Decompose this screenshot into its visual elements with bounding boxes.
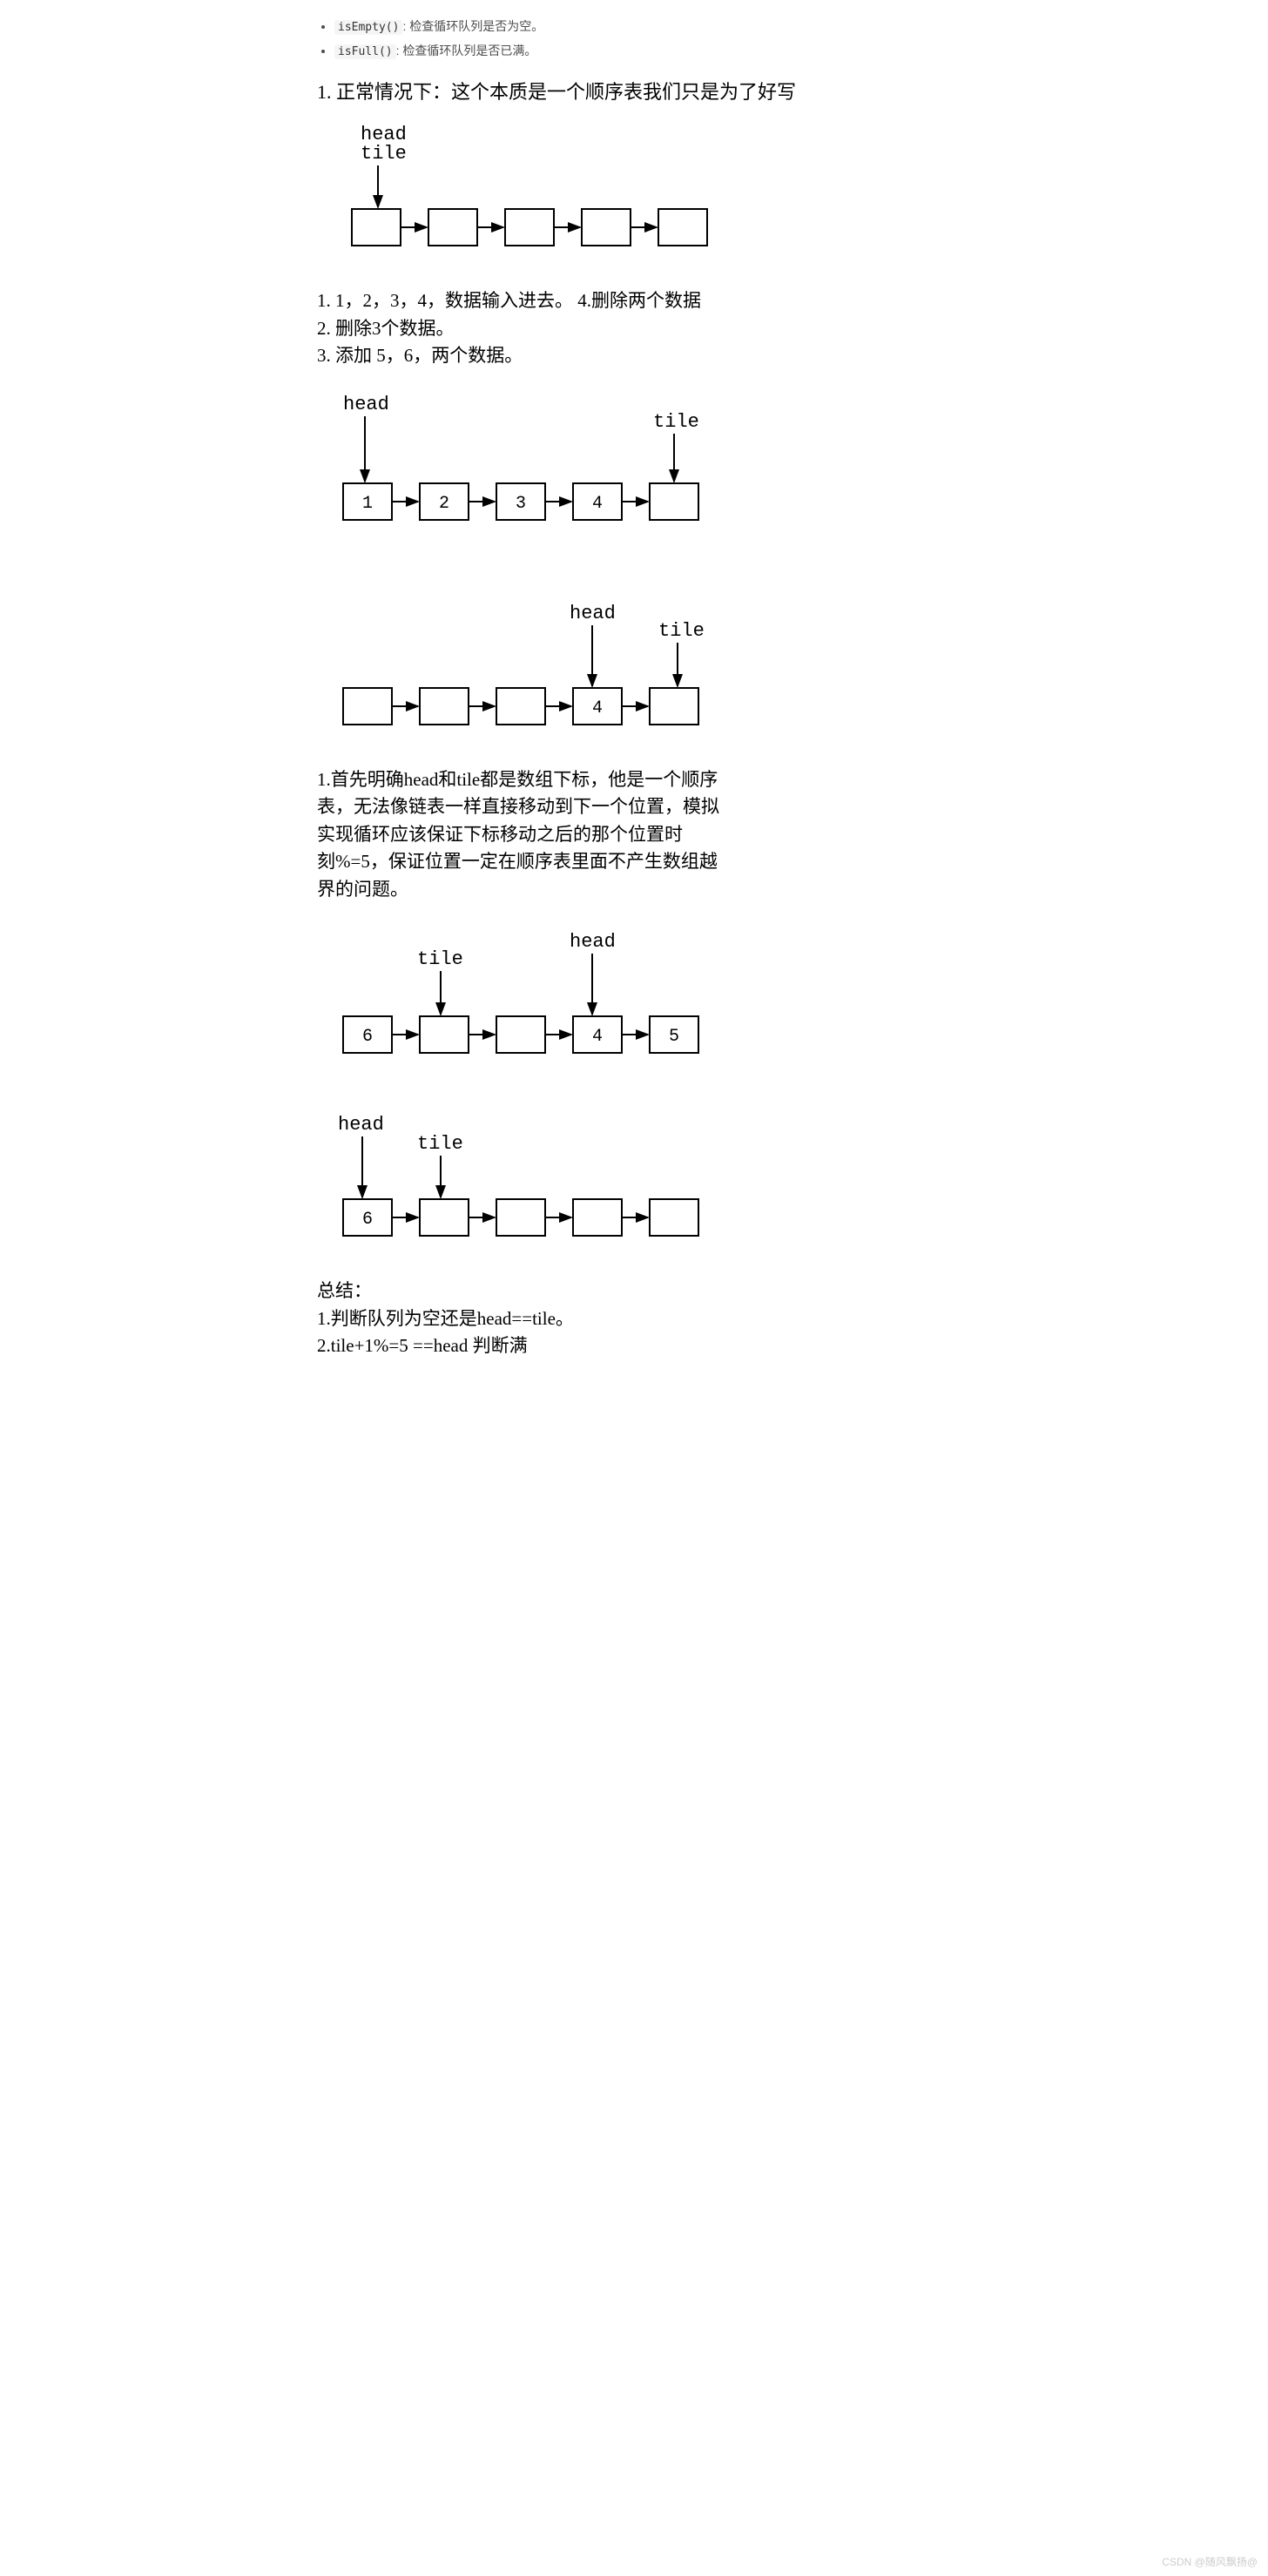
svg-text:tile: tile (361, 143, 407, 165)
svg-text:4: 4 (592, 698, 603, 718)
svg-text:1: 1 (362, 494, 373, 514)
svg-text:3: 3 (516, 494, 526, 514)
step-line: 3. 添加 5，6，两个数据。 (317, 342, 951, 370)
summary-line: 2.tile+1%=5 ==head 判断满 (317, 1332, 951, 1360)
svg-text:head: head (570, 931, 616, 953)
summary: 总结： 1.判断队列为空还是head==tile。 2.tile+1%=5 ==… (317, 1278, 951, 1360)
summary-title: 总结： (317, 1278, 951, 1305)
heading: 1. 正常情况下：这个本质是一个顺序表我们只是为了好写 (317, 77, 951, 105)
svg-text:5: 5 (669, 1027, 679, 1047)
svg-text:4: 4 (592, 494, 603, 514)
diagram-5: head tile 6 (317, 1112, 951, 1251)
bullet-text: : 检查循环队列是否为空。 (402, 19, 543, 33)
bullet-text: : 检查循环队列是否已满。 (396, 44, 537, 57)
explanation: 1.首先明确head和tile都是数组下标，他是一个顺序表，无法像链表一样直接移… (317, 766, 735, 904)
diagram-3: head tile 4 (317, 601, 951, 740)
diagram-1: headtile (317, 122, 951, 261)
bullet-item: isFull(): 检查循环队列是否已满。 (334, 42, 951, 59)
steps-list: 1. 1，2，3，4，数据输入进去。 4.删除两个数据 2. 删除3个数据。 3… (317, 287, 951, 370)
svg-text:head: head (570, 603, 616, 624)
step-line: 2. 删除3个数据。 (317, 315, 951, 343)
diagram-2: head tile 1 2 3 4 (317, 392, 951, 540)
code-literal: isFull() (334, 44, 396, 59)
svg-text:6: 6 (362, 1027, 373, 1047)
svg-text:tile: tile (653, 411, 699, 433)
svg-text:2: 2 (439, 494, 449, 514)
svg-text:tile: tile (417, 948, 463, 970)
summary-line: 1.判断队列为空还是head==tile。 (317, 1305, 951, 1333)
diagram-4: head tile 6 4 5 (317, 929, 951, 1069)
svg-text:tile: tile (658, 620, 705, 642)
svg-text:head: head (343, 394, 389, 415)
bullet-list: isEmpty(): 检查循环队列是否为空。 isFull(): 检查循环队列是… (317, 17, 951, 59)
svg-text:head: head (338, 1114, 384, 1136)
code-literal: isEmpty() (334, 20, 402, 35)
bullet-item: isEmpty(): 检查循环队列是否为空。 (334, 17, 951, 35)
svg-text:4: 4 (592, 1027, 603, 1047)
svg-text:6: 6 (362, 1210, 373, 1230)
svg-text:tile: tile (417, 1133, 463, 1155)
step-line: 1. 1，2，3，4，数据输入进去。 4.删除两个数据 (317, 287, 951, 315)
watermark: CSDN @随风飘扬@ (1162, 2554, 1258, 2569)
